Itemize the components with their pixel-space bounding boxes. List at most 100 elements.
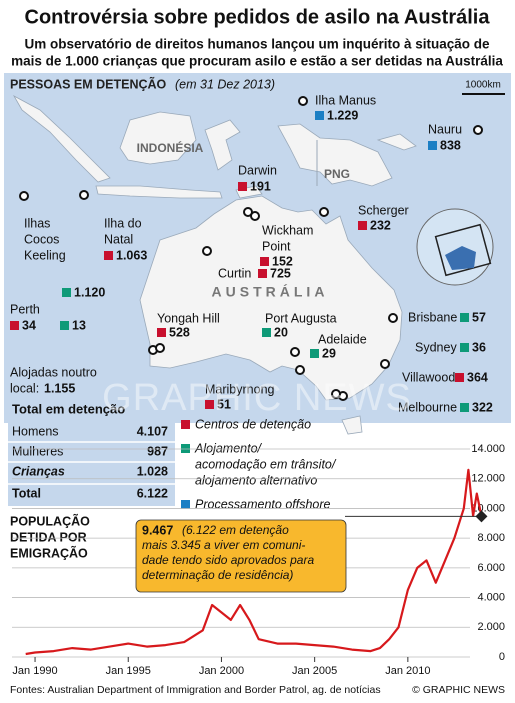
land	[12, 94, 417, 435]
row-label: Mulheres	[12, 444, 63, 458]
map-heading: PESSOAS EM DETENÇÃO	[10, 76, 167, 91]
category-square	[157, 328, 166, 337]
count-label: 232	[370, 218, 391, 232]
elsewhere-value: 1.155	[44, 381, 75, 395]
region-label: PNG	[324, 167, 350, 181]
category-square	[315, 111, 324, 120]
row-value: 987	[147, 444, 168, 458]
y-tick-label: 14.000	[471, 443, 505, 455]
location-name: Yongah Hill	[157, 311, 220, 325]
count-label: 191	[250, 179, 271, 193]
count-label: 364	[467, 370, 488, 384]
location-name: Adelaide	[318, 332, 367, 346]
chart-title: DETIDA POR	[10, 530, 87, 544]
category-square	[262, 328, 271, 337]
scale-label: 1000km	[465, 80, 501, 91]
elsewhere-label: Alojadas noutro	[10, 365, 97, 379]
count-label: 1.120	[74, 285, 105, 299]
location-name: Wickham	[262, 223, 313, 237]
y-tick-label: 10.000	[471, 502, 505, 514]
annotation-text: (6.122 em detenção	[182, 523, 289, 537]
map-date: (em 31 Dez 2013)	[175, 77, 275, 91]
category-square	[428, 141, 437, 150]
x-tick-label: Jan 2005	[292, 665, 337, 677]
region-label: INDONÉSIA	[137, 140, 204, 155]
row-label: Crianças	[12, 464, 65, 478]
row-value: 6.122	[137, 486, 168, 500]
category-square	[310, 349, 319, 358]
category-square	[460, 343, 469, 352]
category-square	[10, 321, 19, 330]
count-label: 13	[72, 318, 86, 332]
y-tick-label: 0	[499, 651, 505, 663]
chart-title: POPULAÇÃO	[10, 513, 90, 528]
category-square	[358, 221, 367, 230]
series-line	[25, 468, 483, 656]
row-label: Total	[12, 486, 41, 500]
x-tick-label: Jan 2010	[385, 665, 430, 677]
location-name: Sydney	[415, 340, 457, 354]
location-name: Perth	[10, 302, 40, 316]
location-name: Point	[262, 239, 291, 253]
globe-land	[445, 246, 476, 270]
region-label: AUSTRÁLIA	[212, 284, 329, 300]
count-label: 528	[169, 325, 190, 339]
legend-swatch	[181, 500, 190, 509]
category-square	[455, 373, 464, 382]
location-name: Ilhas	[24, 216, 50, 230]
table-title: Total em detenção	[12, 401, 125, 416]
location-name: Darwin	[238, 163, 277, 177]
y-tick-label: 6.000	[477, 562, 505, 574]
count-label: 57	[472, 310, 486, 324]
category-square	[260, 257, 269, 266]
subtitle: Um observatório de direitos humanos lanç…	[24, 37, 490, 52]
legend-swatch	[181, 420, 190, 429]
category-square	[205, 400, 214, 409]
x-tick-label: Jan 1990	[12, 665, 57, 677]
table-rows: Homens 4.107 Mulheres 987 Crianças 1.028 Total…	[8, 424, 175, 500]
pins	[19, 96, 483, 401]
location-name: Keeling	[24, 248, 66, 262]
location-name: Scherger	[358, 203, 409, 217]
category-square	[460, 403, 469, 412]
count-label: 725	[270, 266, 291, 280]
location-name: Maribyrnong	[205, 382, 275, 396]
count-label: 34	[22, 318, 36, 332]
legend-label: Centros de detenção	[195, 417, 311, 431]
y-tick-label: 4.000	[477, 591, 505, 603]
elsewhere-label: local:	[10, 381, 39, 395]
category-square	[258, 269, 267, 278]
location-name: Curtin	[218, 266, 251, 280]
legend-swatch	[181, 444, 190, 453]
watermark: GRAPHIC NEWS	[102, 377, 412, 419]
row-value: 1.028	[137, 464, 168, 478]
count-label: 1.229	[327, 108, 358, 122]
legend-label: acomodação em trânsito/	[195, 457, 337, 471]
location-name: Villawood	[402, 370, 455, 384]
x-tick-label: Jan 1995	[106, 665, 151, 677]
category-square	[60, 321, 69, 330]
count-label: 152	[272, 254, 293, 268]
count-label: 838	[440, 138, 461, 152]
category-square	[62, 288, 71, 297]
x-tick-label: Jan 2000	[199, 665, 244, 677]
category-square	[238, 182, 247, 191]
count-label: 20	[274, 325, 288, 339]
summary-table: Total em detenção	[8, 401, 175, 506]
location-name: Ilha do	[104, 216, 142, 230]
location-name: Natal	[104, 232, 133, 246]
subtitle: mais de 1.000 crianças que procuram asil…	[11, 54, 503, 69]
source: Fontes: Australian Department of Immigra…	[10, 684, 381, 696]
annotation-text: dade tendo sido aprovados para	[142, 553, 314, 567]
count-label: 1.063	[116, 248, 147, 262]
y-tick-label: 12.000	[471, 473, 505, 485]
legend-label: alojamento alternativo	[195, 473, 317, 487]
count-label: 322	[472, 400, 493, 414]
legend-label: Alojamento/	[194, 441, 263, 455]
row-value: 4.107	[137, 424, 168, 438]
annotation-text: mais 3.345 a viver em comuni-	[142, 538, 305, 552]
chart-title: EMIGRAÇÃO	[10, 545, 88, 560]
